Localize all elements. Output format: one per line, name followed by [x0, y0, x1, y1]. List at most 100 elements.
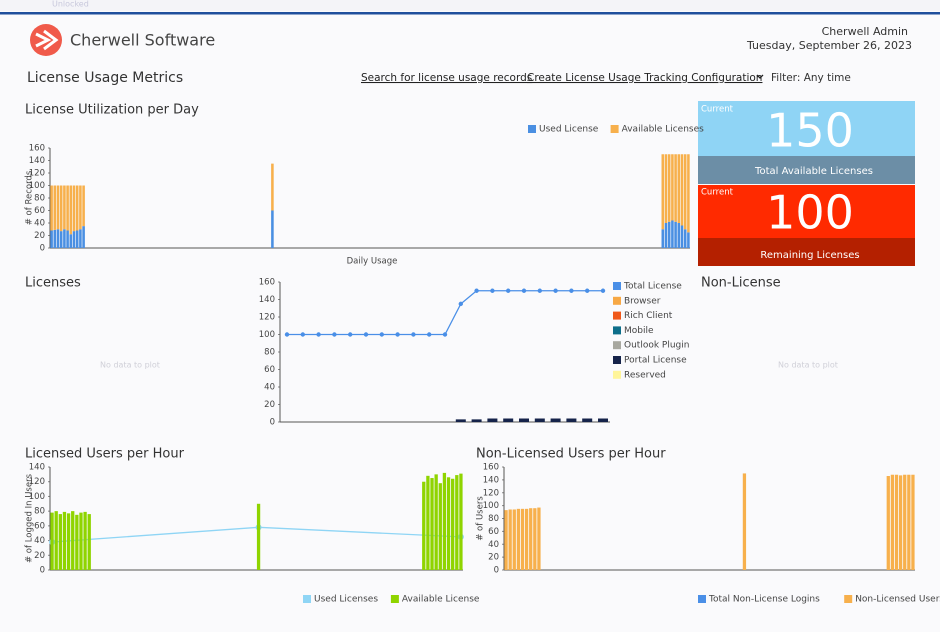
toolbar [0, 0, 940, 11]
link[interactable]: Create License Usage Tracking Configurat… [527, 72, 762, 84]
bar [533, 508, 537, 570]
chart-title: Non-Licensed Users per Hour [476, 447, 666, 462]
legend-swatch [613, 296, 621, 305]
legend-label: Available Licenses [622, 125, 705, 135]
legend-swatch [613, 370, 621, 379]
bar [671, 220, 674, 248]
bar [63, 229, 66, 248]
point [395, 332, 400, 337]
y-tick-label: 160 [259, 278, 275, 288]
bar [667, 154, 671, 222]
bar [71, 511, 75, 570]
bar [680, 225, 684, 248]
y-tick-label: 160 [29, 144, 45, 154]
bar [69, 234, 73, 248]
user-name[interactable]: Cherwell Admin [822, 25, 908, 38]
legend-label: Used Licenses [314, 595, 378, 605]
legend-swatch [613, 356, 621, 364]
y-tick-label: 0 [40, 244, 45, 254]
bar [271, 210, 274, 248]
bar [79, 512, 83, 570]
y-tick-label: 120 [29, 477, 45, 487]
bar [56, 185, 60, 230]
bar [661, 154, 665, 230]
panel-title: Licenses [25, 276, 81, 291]
kpi-value: 150 [766, 104, 854, 158]
y-tick-label: 60 [34, 521, 45, 531]
legend-swatch [390, 595, 399, 603]
legend-swatch [613, 311, 621, 320]
bar [537, 507, 541, 570]
kpi-band [698, 156, 915, 184]
filter[interactable]: Filter: Any time [771, 72, 851, 84]
filter-caret[interactable] [756, 74, 764, 79]
x-axis-label: Daily Usage [347, 257, 398, 267]
y-tick-label: 20 [488, 553, 499, 563]
bar [519, 418, 529, 422]
y-tick-label: 0 [270, 418, 275, 428]
bar [430, 478, 434, 570]
bar [687, 232, 690, 248]
y-tick-label: 40 [264, 383, 275, 393]
link[interactable]: Search for license usage records [361, 72, 532, 84]
bar [508, 509, 512, 570]
bar [75, 185, 79, 231]
bar [53, 185, 57, 230]
toolbar-lock[interactable]: Unlocked [52, 0, 89, 9]
y-tick-label: 40 [488, 540, 499, 550]
bar [62, 511, 67, 570]
point [585, 288, 590, 293]
y-tick-label: 40 [34, 219, 45, 229]
bar [87, 514, 91, 570]
bar [83, 511, 87, 570]
bar [54, 511, 58, 570]
legend-swatch [528, 125, 536, 133]
bar [79, 229, 82, 248]
bar [69, 185, 73, 235]
bar [894, 474, 899, 570]
panel-title: Non-License [701, 276, 781, 291]
kpi-tile [698, 185, 915, 238]
y-tick-label: 140 [29, 463, 45, 473]
bar [683, 154, 687, 230]
bar [683, 229, 687, 248]
legend-label: Used License [539, 125, 599, 135]
point [300, 332, 305, 337]
bar [582, 418, 593, 422]
bar [687, 154, 690, 233]
bar [677, 154, 681, 223]
bar [516, 508, 521, 570]
chart-title: Licensed Users per Hour [25, 447, 185, 462]
bar [82, 226, 85, 248]
legend-swatch [613, 341, 621, 350]
legend-label: Browser [624, 296, 661, 306]
y-tick-label: 0 [40, 566, 45, 576]
bar [79, 185, 82, 230]
bar [664, 154, 668, 223]
y-tick-label: 160 [483, 463, 499, 473]
kpi-caption: Current [701, 188, 734, 198]
bar [667, 221, 671, 248]
y-tick-label: 140 [259, 295, 275, 305]
bar [50, 512, 54, 570]
no-data: No data to plot [100, 361, 160, 370]
point [474, 288, 479, 293]
bar [438, 483, 442, 570]
bar [529, 508, 533, 570]
legend-label: Portal License [624, 356, 687, 366]
bar [674, 154, 677, 222]
y-tick-label: 80 [264, 348, 275, 358]
y-tick-label: 80 [34, 194, 45, 204]
bar [58, 514, 62, 570]
bar [471, 419, 482, 422]
legend-swatch [698, 595, 706, 603]
y-tick-label: 100 [483, 501, 499, 511]
y-axis-label: # of Logged In Users [25, 473, 35, 563]
point [458, 301, 463, 307]
bar [504, 510, 508, 570]
bar [524, 508, 529, 570]
point [284, 332, 290, 337]
y-tick-label: 60 [264, 365, 275, 375]
